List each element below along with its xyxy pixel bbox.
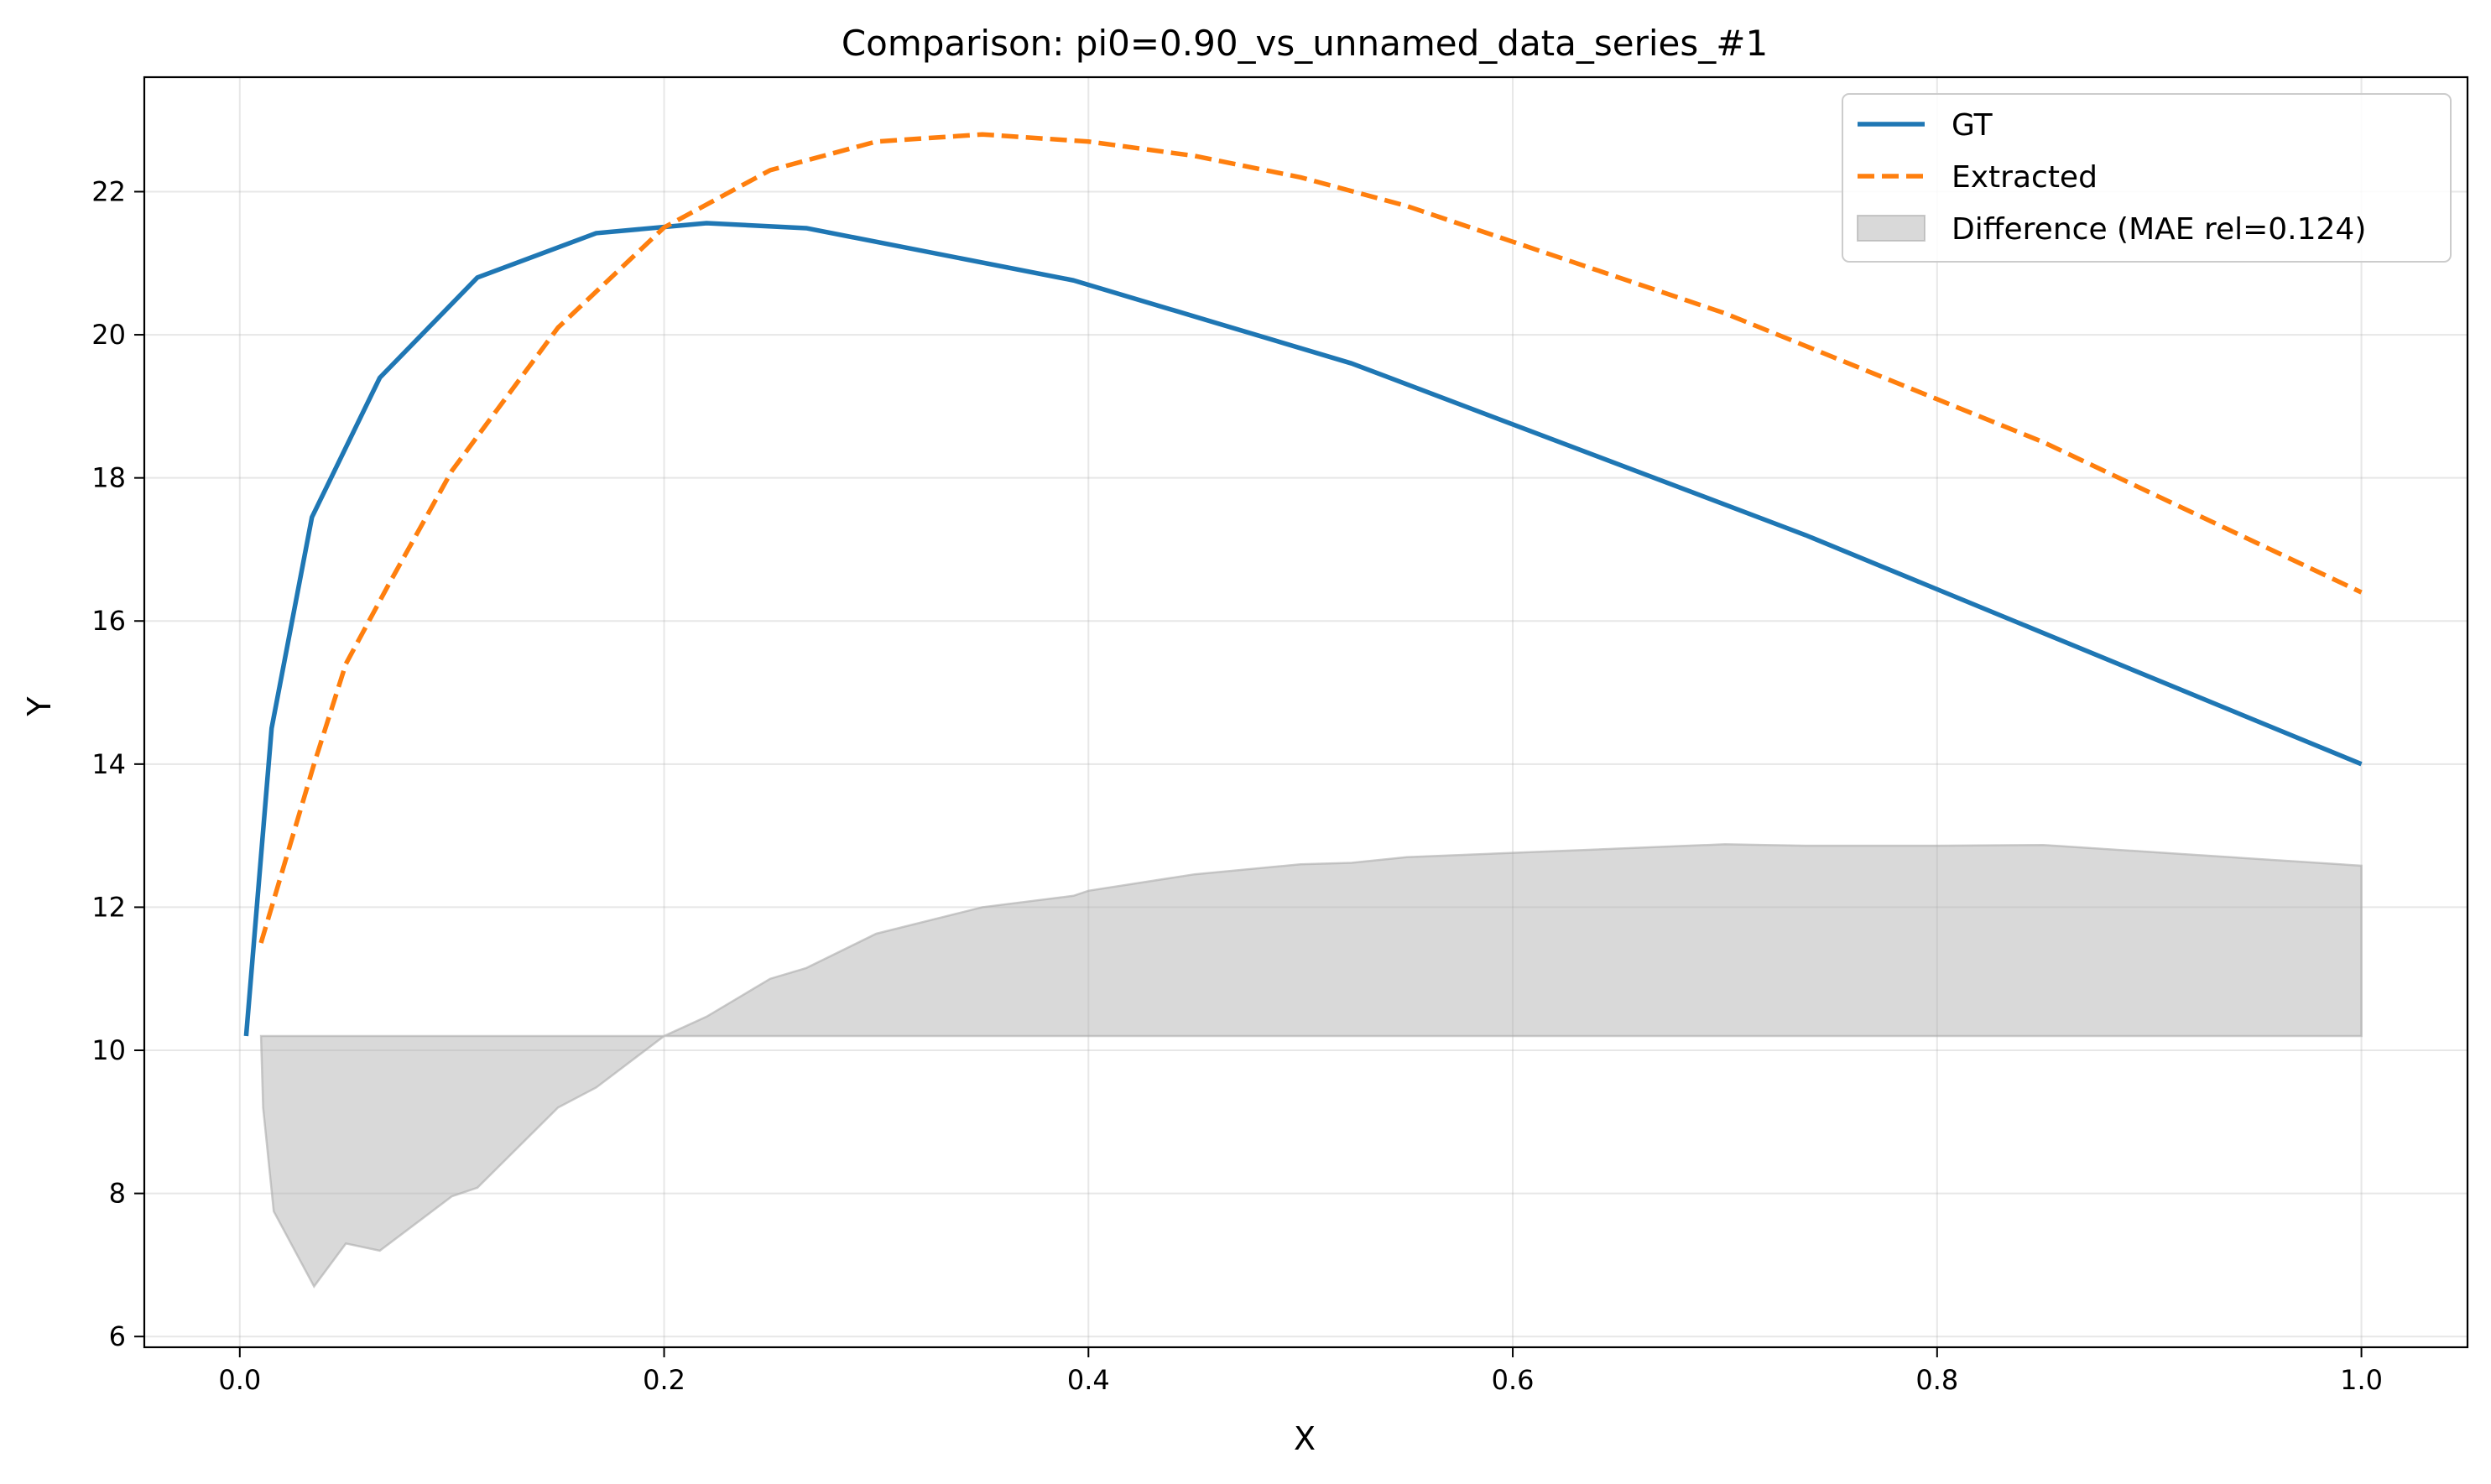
series-lines-layer bbox=[243, 132, 2363, 1037]
x-tick-label-0: 0.0 bbox=[218, 1364, 261, 1396]
y-axis-label: Y bbox=[21, 696, 58, 717]
y-tick-label-2: 10 bbox=[91, 1034, 126, 1066]
axis-ticks: 0.0 0.2 0.4 0.6 0.8 1.0 6 8 10 12 14 16 18 20 22 bbox=[91, 175, 2383, 1396]
plot-frame bbox=[143, 76, 2469, 1349]
y-tick-label-4: 14 bbox=[91, 748, 126, 780]
legend-label-difference-mae-rel-0-124-: Difference (MAE rel=0.124) bbox=[1952, 212, 2366, 247]
chart-title: Comparison: pi0=0.90_vs_unnamed_data_ser… bbox=[842, 23, 1768, 64]
legend-label-extracted: Extracted bbox=[1952, 160, 2098, 195]
series-line-extracted bbox=[258, 132, 2363, 944]
x-tick-label-2: 0.4 bbox=[1067, 1364, 1110, 1396]
difference-area-layer bbox=[259, 843, 2363, 1289]
y-tick-label-7: 20 bbox=[91, 319, 126, 351]
difference-area bbox=[259, 843, 2363, 1289]
y-tick-label-5: 16 bbox=[91, 605, 126, 637]
legend-label-gt: GT bbox=[1952, 108, 1993, 143]
y-tick-label-0: 6 bbox=[109, 1320, 126, 1352]
y-tick-label-6: 18 bbox=[91, 462, 126, 494]
y-tick-label-3: 12 bbox=[91, 891, 126, 923]
x-tick-label-1: 0.2 bbox=[643, 1364, 685, 1396]
x-tick-label-3: 0.6 bbox=[1492, 1364, 1535, 1396]
y-tick-label-1: 8 bbox=[109, 1178, 126, 1210]
series-line-gt bbox=[243, 221, 2363, 1037]
x-tick-label-5: 1.0 bbox=[2340, 1364, 2383, 1396]
x-axis-label: X bbox=[1294, 1420, 1316, 1457]
legend-box bbox=[1842, 93, 2452, 263]
grid-lines bbox=[144, 77, 2468, 1347]
x-tick-label-4: 0.8 bbox=[1915, 1364, 1958, 1396]
legend-swatch-difference bbox=[1857, 215, 1926, 242]
legend: GT Extracted Difference (MAE rel=0.124) bbox=[1842, 93, 2452, 263]
y-tick-label-8: 22 bbox=[91, 175, 126, 207]
